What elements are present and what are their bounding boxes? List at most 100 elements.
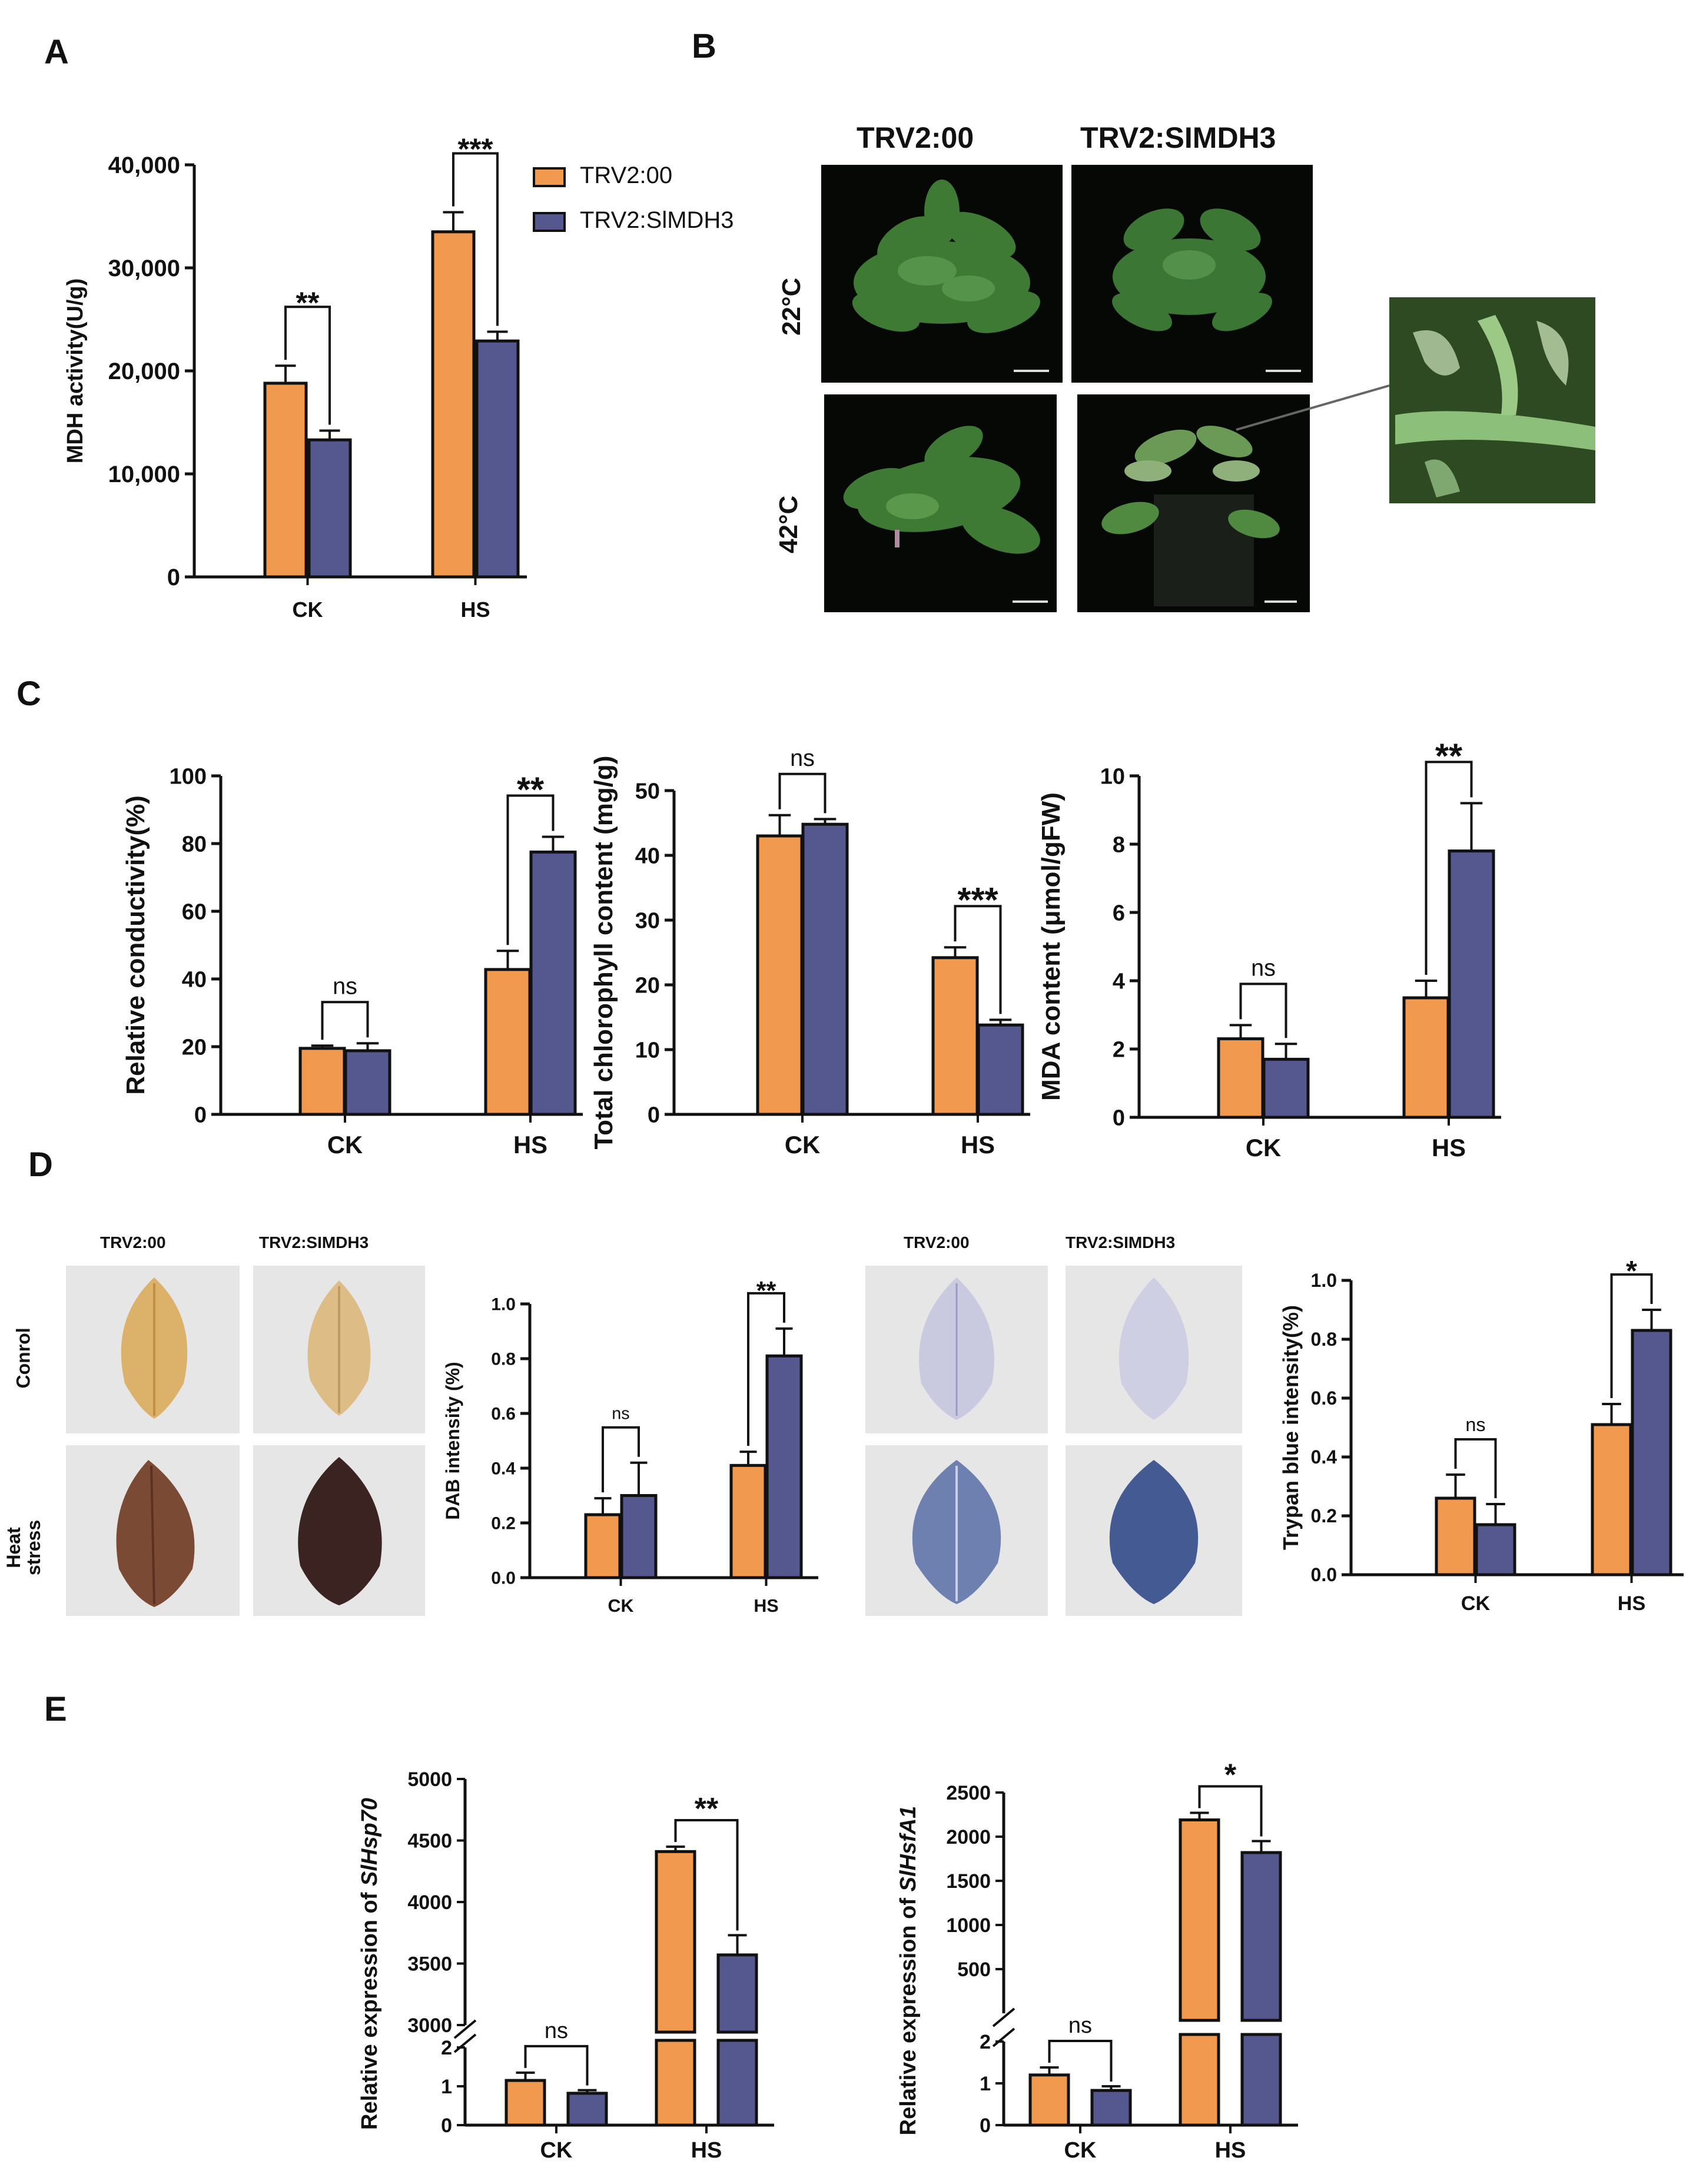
- bar-c3-ck-s1: [1262, 1057, 1310, 1119]
- y-axis-label-d2: Trypan blue intensity(%): [1279, 1305, 1303, 1550]
- significance-label-d2: ns: [1465, 1414, 1485, 1435]
- y-tick-label-c3: 4: [1113, 969, 1125, 994]
- significance-label-a: ***: [458, 132, 493, 166]
- dab-col-title-trv2-00: TRV2:00: [100, 1233, 166, 1252]
- y-tick-label-e1: 4500: [407, 1830, 452, 1853]
- plant-photo-slmdh3-42c: [1077, 394, 1310, 612]
- bar-c3-hs-s0: [1402, 996, 1450, 1119]
- y-axis-label-e2: Relative expression of SlHsfA1: [896, 1806, 921, 2136]
- bar-e2-ck-s0: [1028, 2073, 1070, 2127]
- x-tick-label-a: HS: [460, 598, 490, 622]
- significance-bracket-a: [452, 152, 499, 326]
- y-tick-label-c2: 0: [648, 1103, 660, 1127]
- significance-label-c3: ns: [1251, 955, 1276, 981]
- scale-bar: [1266, 370, 1301, 372]
- y-tick-label-e2: 2: [980, 2031, 991, 2053]
- y-tick-label-a: 30,000: [108, 255, 180, 281]
- trypan-leaf-heat-trv2-00: [865, 1445, 1048, 1616]
- bar-c1-hs-s1: [529, 850, 577, 1116]
- bar-d1-ck-s0: [584, 1513, 622, 1579]
- panel-label-d: D: [28, 1146, 53, 1184]
- y-axis-label-c3: MDA content (μmol/gFW): [1037, 792, 1066, 1101]
- x-tick-label-e1: HS: [691, 2138, 722, 2163]
- significance-label-c1: ns: [333, 973, 357, 999]
- x-tick-label-e1: CK: [540, 2138, 573, 2163]
- bar-e1-ck-s1: [566, 2092, 608, 2127]
- y-axis-label-d1: DAB intensity (%): [442, 1362, 463, 1519]
- y-tick-label-c1: 20: [182, 1035, 207, 1060]
- significance-label-c1: **: [517, 770, 545, 809]
- y-tick-label-d2: 0.2: [1311, 1505, 1337, 1526]
- significance-bracket-c3: [1239, 983, 1287, 1038]
- y-tick-label-c2: 50: [635, 779, 660, 804]
- x-tick-label-c2: HS: [961, 1131, 995, 1159]
- scale-bar: [1264, 600, 1297, 603]
- trypan-col-title-trv2-slmdh3: TRV2:SIMDH3: [1066, 1233, 1176, 1252]
- bar-c3-hs-s1: [1448, 849, 1495, 1119]
- axis-break-mark-e1: [453, 2033, 477, 2053]
- significance-label-a: **: [296, 286, 320, 319]
- y-tick-label-e1: 2: [441, 2037, 452, 2059]
- axis-break-mark-e1: [453, 2019, 477, 2039]
- y-tick-label-d1: 0.4: [491, 1459, 516, 1479]
- bar-d2-hs-s0: [1591, 1423, 1632, 1576]
- significance-label-c2: ns: [790, 745, 815, 771]
- y-tick-label-d2: 0.0: [1311, 1564, 1337, 1585]
- bar-c2-ck-s1: [801, 822, 849, 1116]
- plant-photo-control-22c: [821, 165, 1063, 383]
- plant-photo-slmdh3-22c: [1071, 165, 1313, 383]
- significance-bracket-d1: [747, 1292, 785, 1446]
- y-tick-label-c3: 2: [1113, 1037, 1125, 1062]
- y-tick-label-c2: 30: [635, 908, 660, 933]
- bar-e2-hs-upper-s1: [1240, 1851, 1282, 2022]
- trypan-col-title-trv2-00: TRV2:00: [904, 1233, 970, 1252]
- photo-col-title-trv2-slmdh3: TRV2:SIMDH3: [1080, 121, 1276, 154]
- significance-label-d1: ns: [612, 1405, 629, 1423]
- panel-label-b: B: [692, 27, 716, 65]
- bar-e2-hs-lower-s1: [1240, 2033, 1282, 2127]
- significance-label-e2: *: [1224, 1758, 1237, 1793]
- significance-label-c2: ***: [957, 880, 998, 920]
- bar-e1-ck-s0: [505, 2079, 546, 2127]
- bar-d2-hs-s1: [1631, 1329, 1672, 1576]
- y-tick-label-a: 40,000: [108, 152, 180, 178]
- x-tick-label-c3: CK: [1246, 1134, 1281, 1161]
- bar-d2-ck-s1: [1475, 1523, 1516, 1576]
- y-axis-label-e1: Relative expression of SlHsp70: [357, 1798, 382, 2130]
- trypan-leaf-control-trv2-slmdh3: [1066, 1266, 1242, 1433]
- legend-label-trv2-slmdh3: TRV2:SlMDH3: [580, 207, 734, 233]
- panel-label-e: E: [44, 1690, 67, 1728]
- significance-bracket-e1: [674, 1818, 739, 1931]
- y-tick-label-c2: 10: [635, 1038, 660, 1063]
- bar-e1-hs-lower-s0: [655, 2039, 696, 2127]
- y-tick-label-c3: 0: [1113, 1106, 1125, 1130]
- significance-bracket-d2: [1610, 1273, 1653, 1398]
- significance-label-d1: **: [756, 1277, 776, 1305]
- y-tick-label-e2: 1: [980, 2073, 991, 2095]
- y-tick-label-d2: 1.0: [1311, 1270, 1337, 1291]
- y-tick-label-d1: 0.8: [491, 1350, 516, 1369]
- bar-e1-hs-lower-s1: [716, 2039, 758, 2127]
- y-tick-label-c3: 6: [1113, 901, 1125, 925]
- y-tick-label-e1: 4000: [407, 1891, 452, 1914]
- y-tick-label-e2: 1000: [946, 1914, 991, 1937]
- legend-swatch-trv2-slmdh3: [533, 212, 566, 232]
- photo-col-title-trv2-00: TRV2:00: [857, 121, 974, 154]
- scale-bar: [1014, 370, 1049, 372]
- significance-bracket-c3: [1425, 761, 1473, 975]
- significance-label-e2: ns: [1068, 2013, 1092, 2038]
- y-tick-label-c1: 80: [182, 832, 207, 857]
- bar-c2-hs-s1: [977, 1023, 1024, 1116]
- y-tick-label-d2: 0.8: [1311, 1329, 1337, 1350]
- y-tick-label-e2: 0: [980, 2115, 991, 2137]
- x-tick-label-c1: CK: [327, 1131, 363, 1159]
- significance-bracket-c2: [954, 905, 1002, 1014]
- bar-c2-ck-s0: [756, 834, 804, 1116]
- dab-leaf-control-trv2-00: [66, 1266, 240, 1433]
- bar-c1-ck-s0: [298, 1047, 346, 1116]
- y-tick-label-e2: 2500: [946, 1782, 991, 1804]
- y-tick-label-d1: 1.0: [491, 1295, 516, 1315]
- y-tick-label-c2: 20: [635, 973, 660, 998]
